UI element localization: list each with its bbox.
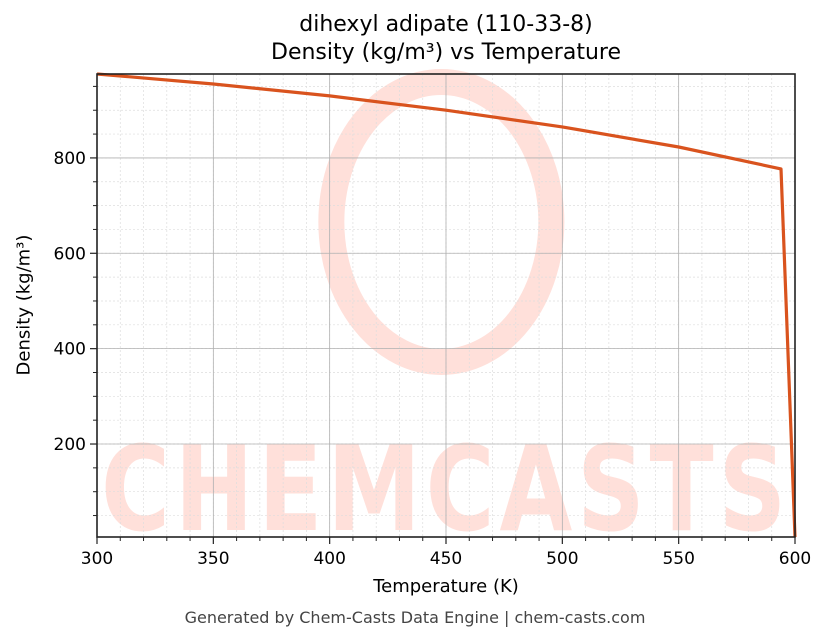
x-tick-label: 600 xyxy=(779,549,811,569)
watermark-text: CHEMCASTS xyxy=(101,420,791,558)
x-tick-label: 300 xyxy=(81,549,113,569)
x-tick-label: 500 xyxy=(546,549,578,569)
x-tick-label: 550 xyxy=(662,549,694,569)
chart-subtitle: Density (kg/m³) vs Temperature xyxy=(271,40,621,65)
axis-ticks: 300 350 400 450 500 550 600 200 400 600 800 xyxy=(54,85,811,569)
x-tick-label: 350 xyxy=(197,549,229,569)
data-series xyxy=(96,72,797,538)
y-tick-label: 200 xyxy=(54,435,86,455)
x-tick-label: 400 xyxy=(313,549,345,569)
y-axis-label: Density (kg/m³) xyxy=(13,234,35,376)
density-line xyxy=(96,72,797,538)
x-tick-label: 450 xyxy=(430,549,462,569)
watermark-logo-icon xyxy=(318,69,565,375)
footer-credit: Generated by Chem-Casts Data Engine | ch… xyxy=(184,608,646,627)
y-tick-label: 600 xyxy=(54,244,86,264)
watermark: CHEMCASTS xyxy=(101,69,791,558)
y-tick-label: 400 xyxy=(54,340,86,360)
y-tick-label: 800 xyxy=(54,149,86,169)
x-axis-label: Temperature (K) xyxy=(373,576,519,597)
chart-title: dihexyl adipate (110-33-8) xyxy=(299,12,593,37)
